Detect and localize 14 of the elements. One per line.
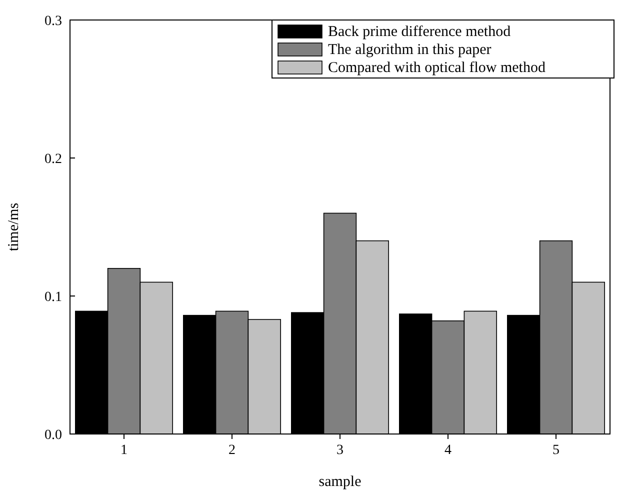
- legend-label: Back prime difference method: [328, 24, 512, 40]
- y-axis-title: time/ms: [6, 202, 22, 252]
- y-tick-label: 0.0: [44, 428, 62, 443]
- x-tick-label: 3: [336, 443, 344, 458]
- y-tick-label: 0.2: [44, 152, 62, 167]
- y-tick-label: 0.1: [44, 290, 62, 305]
- x-tick-label: 5: [552, 443, 560, 458]
- y-tick-label: 0.3: [44, 14, 62, 29]
- x-axis-title: sample: [318, 474, 362, 490]
- legend-label: Compared with optical flow method: [328, 60, 546, 76]
- x-tick-label: 1: [120, 443, 128, 458]
- x-tick-label: 4: [444, 443, 452, 458]
- legend-label: The algorithm in this paper: [328, 42, 492, 58]
- x-tick-label: 2: [228, 443, 236, 458]
